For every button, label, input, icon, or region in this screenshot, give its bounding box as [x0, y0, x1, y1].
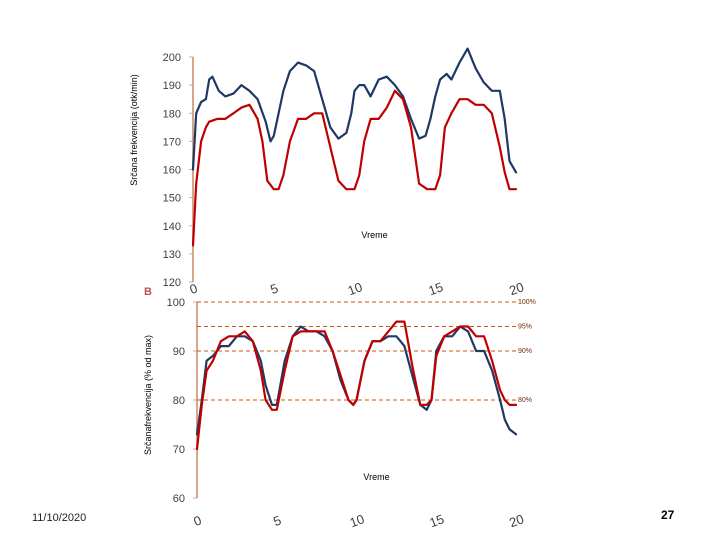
x-tick-label: 10: [346, 279, 365, 298]
panel-b-label: B: [144, 286, 152, 298]
y-tick-label: 170: [163, 136, 181, 148]
slide-date: 11/10/2020: [32, 512, 87, 524]
page-number: 27: [661, 508, 675, 522]
series-line-red: [191, 89, 518, 247]
y-tick-label: 150: [163, 193, 181, 205]
y-tick-label: 80: [173, 395, 185, 407]
x-axis-label: Vreme: [363, 472, 389, 482]
chart-heart-rate-bpm: 120 130 140 150 160 170 180 190 200 0 5 10 15 20 Srčan…: [129, 47, 526, 298]
x-tick-label: 5: [271, 512, 283, 529]
y-tick-label: 200: [163, 52, 181, 64]
y-tick-label: 190: [163, 80, 181, 92]
chart-heart-rate-percent: 60 70 80 90 100 0 5 10 15 20 Srčanafrekvencija (% …: [143, 297, 536, 530]
x-tick-label: 10: [348, 511, 367, 530]
series-line-red: [195, 320, 518, 451]
series-line-blue: [195, 325, 518, 436]
x-tick-label: 20: [507, 511, 526, 530]
y-tick-label: 140: [163, 221, 181, 233]
y-tick-label: 160: [163, 165, 181, 177]
x-tick-label: 0: [191, 512, 203, 529]
series-line-blue: [191, 47, 518, 174]
y-tick-label: 70: [173, 444, 185, 456]
y-axis-label: Srčana frekvencija (otk/min): [129, 74, 139, 186]
x-tick-label: 20: [507, 279, 526, 298]
y-tick-label: 90: [173, 346, 185, 358]
x-tick-label: 15: [426, 279, 445, 298]
x-tick-label: 0: [187, 280, 199, 297]
x-tick-label: 5: [268, 280, 280, 297]
y-tick-label: 130: [163, 249, 181, 261]
reference-line-label: 90%: [518, 348, 532, 355]
reference-line-label: 100%: [518, 299, 536, 306]
y-axis-label: Srčanafrekvencija (% od max): [143, 335, 153, 455]
reference-line-label: 80%: [518, 397, 532, 404]
y-tick-label: 120: [163, 277, 181, 289]
x-axis-label: Vreme: [361, 230, 387, 240]
y-tick-label: 180: [163, 108, 181, 120]
y-tick-label: 100: [167, 297, 185, 309]
x-tick-label: 15: [427, 511, 446, 530]
y-tick-label: 60: [173, 493, 185, 505]
reference-line-label: 95%: [518, 324, 532, 331]
